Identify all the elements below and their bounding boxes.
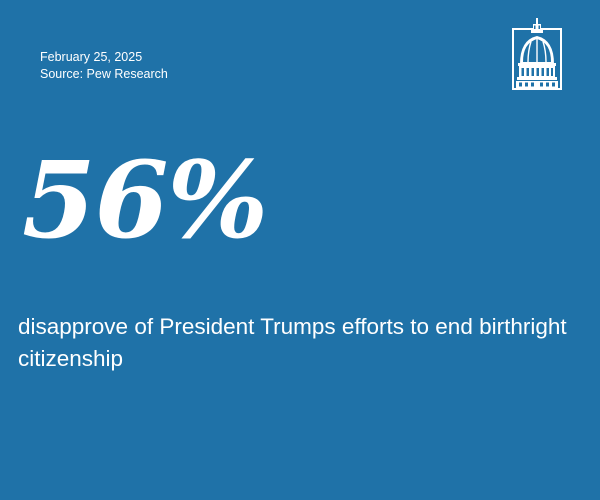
stat-percentage: 56% (22, 137, 268, 262)
meta-info: February 25, 2025 Source: Pew Research (40, 49, 168, 83)
source-label: Source: Pew Research (40, 67, 168, 81)
capitol-dome-icon (512, 18, 562, 90)
publish-date: February 25, 2025 (40, 50, 143, 64)
stat-caption: disapprove of President Trumps efforts t… (18, 314, 567, 371)
